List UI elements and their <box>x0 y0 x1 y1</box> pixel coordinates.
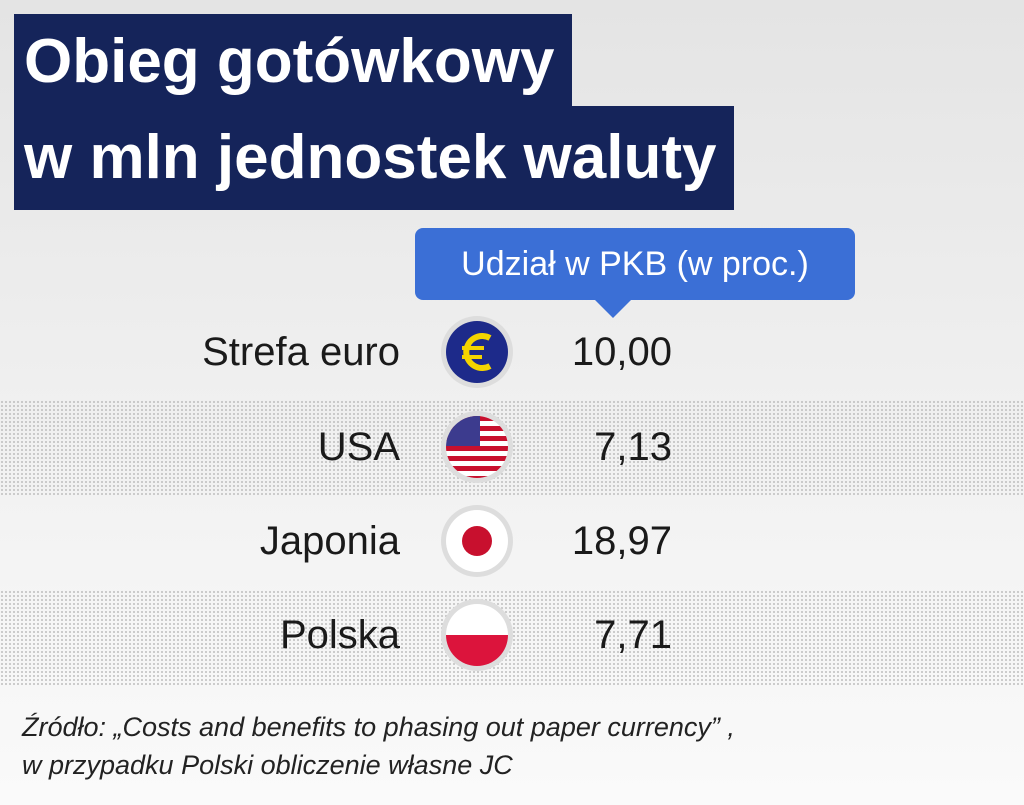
share-value: 7,13 <box>594 425 672 469</box>
source-line: w przypadku Polski obliczenie własne JC <box>22 750 513 780</box>
share-value: 10,00 <box>571 330 672 374</box>
country: USA <box>317 425 400 469</box>
source-line: Źródło: „Costs and benefits to phasing o… <box>22 712 735 742</box>
country: Japonia <box>259 519 400 563</box>
share-value: 7,71 <box>594 613 672 657</box>
country: Polska <box>279 613 400 657</box>
country: Strefa euro <box>202 330 400 374</box>
column-label: Udział w PKB (w proc.) <box>415 228 855 318</box>
flag-usa <box>441 411 513 483</box>
flag-eu <box>441 316 513 388</box>
flag-poland <box>441 599 513 671</box>
flag-japan <box>441 505 513 577</box>
title-line: Obieg gotówkowy <box>14 14 573 110</box>
title-line: w mln jednostek waluty <box>14 106 735 210</box>
share-value: 18,97 <box>571 519 672 563</box>
